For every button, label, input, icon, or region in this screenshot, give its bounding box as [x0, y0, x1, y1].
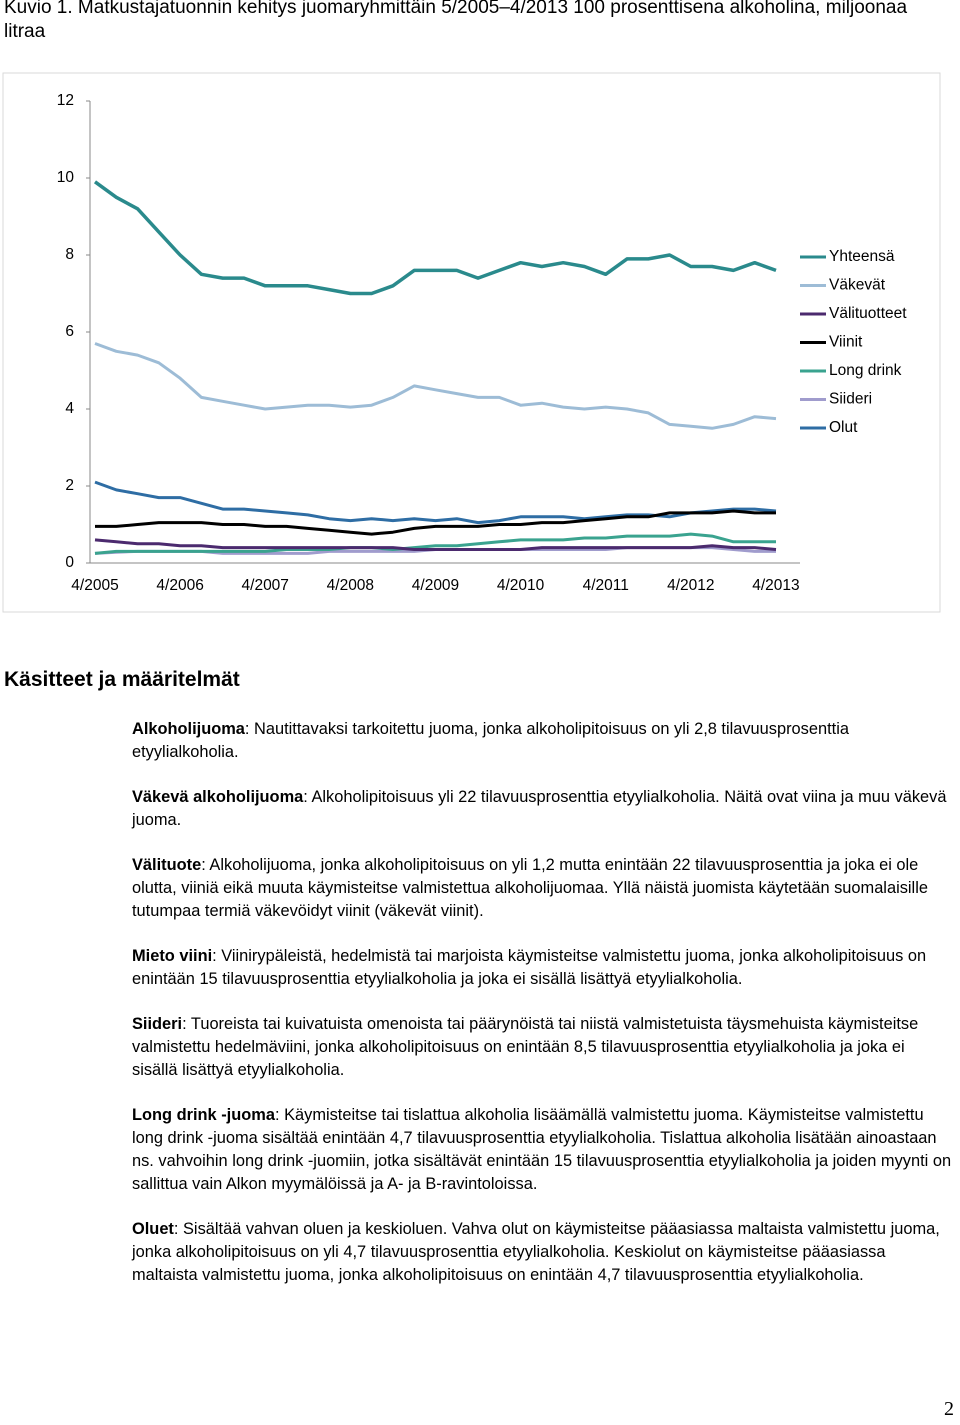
- chart-title: Kuvio 1. Matkustajatuonnin kehitys juoma…: [4, 0, 908, 42]
- term: Oluet: [132, 1220, 174, 1238]
- x-tick-label: 4/2009: [412, 577, 459, 594]
- term: Välituote: [132, 856, 202, 874]
- y-tick-label: 0: [65, 554, 74, 571]
- series-line: [94, 480, 777, 525]
- definition-text: : Sisältää vahvan oluen ja keskioluen. V…: [132, 1220, 940, 1284]
- y-tick-label: 6: [65, 323, 74, 340]
- definition-text: : Viinirypäleistä, hedelmistä tai marjoi…: [132, 947, 927, 988]
- definition-text: : Tuoreista tai kuivatuista omenoista ta…: [132, 1015, 919, 1079]
- series-line: [94, 532, 776, 555]
- term: Long drink -juoma: [132, 1106, 275, 1124]
- definition: Long drink -juoma: Käymisteitse tai tisl…: [132, 1104, 952, 1196]
- definition: Oluet: Sisältää vahvan oluen ja keskiolu…: [132, 1218, 952, 1287]
- y-tick-label: 8: [65, 246, 74, 263]
- series-line: [95, 509, 776, 536]
- definition: Siideri: Tuoreista tai kuivatuista omeno…: [132, 1013, 952, 1082]
- x-tick-label: 4/2008: [327, 577, 374, 594]
- legend-label: Siideri: [829, 391, 872, 408]
- y-tick-label: 10: [57, 169, 75, 186]
- term: Alkoholijuoma: [132, 720, 245, 738]
- definition-text: : Alkoholijuoma, jonka alkoholipitoisuus…: [132, 856, 928, 920]
- term: Siideri: [132, 1015, 183, 1033]
- legend-label: Yhteensä: [829, 248, 895, 265]
- definition: Välituote: Alkoholijuoma, jonka alkoholi…: [132, 854, 952, 923]
- definition: Mieto viini: Viinirypäleistä, hedelmistä…: [132, 945, 952, 991]
- term: Mieto viini: [132, 947, 213, 965]
- legend-label: Long drink: [829, 362, 902, 379]
- definition-text: : Alkoholipitoisuus yli 22 tilavuusprose…: [132, 788, 947, 829]
- definition: Alkoholijuoma: Nautittavaksi tarkoitettu…: [132, 718, 952, 764]
- series-line: [93, 180, 777, 296]
- legend-label: Väkevät: [829, 277, 886, 294]
- x-tick-label: 4/2005: [71, 577, 118, 594]
- series-line: [94, 342, 777, 430]
- y-tick-label: 4: [65, 400, 74, 417]
- page-number: 2: [944, 1398, 954, 1420]
- legend-label: Viinit: [829, 334, 863, 351]
- x-tick-label: 4/2012: [667, 577, 714, 594]
- x-tick-label: 4/2013: [752, 577, 799, 594]
- x-tick-label: 4/2007: [242, 577, 289, 594]
- y-tick-label: 12: [57, 92, 74, 109]
- definitions: Alkoholijuoma: Nautittavaksi tarkoitettu…: [132, 718, 952, 1309]
- section-heading: Käsitteet ja määritelmät: [4, 668, 240, 691]
- x-tick-label: 4/2006: [156, 577, 203, 594]
- term: Väkevä alkoholijuoma: [132, 788, 304, 806]
- chart-frame: [2, 72, 941, 613]
- definition-text: : Käymisteitse tai tislattua alkoholia l…: [132, 1106, 952, 1193]
- legend-label: Välituotteet: [829, 305, 907, 322]
- definition: Väkevä alkoholijuoma: Alkoholipitoisuus …: [132, 786, 952, 832]
- chart: 0 2 4 6 8 10 12 4/2005 4/2006 4/2007 4/2008 4/2009 4…: [2, 72, 941, 613]
- legend-label: Olut: [829, 419, 858, 436]
- x-tick-label: 4/2011: [583, 577, 629, 594]
- series-line: [94, 538, 777, 551]
- y-tick-label: 2: [65, 477, 74, 494]
- definition-text: : Nautittavaksi tarkoitettu juoma, jonka…: [132, 720, 849, 761]
- x-tick-label: 4/2010: [497, 577, 545, 594]
